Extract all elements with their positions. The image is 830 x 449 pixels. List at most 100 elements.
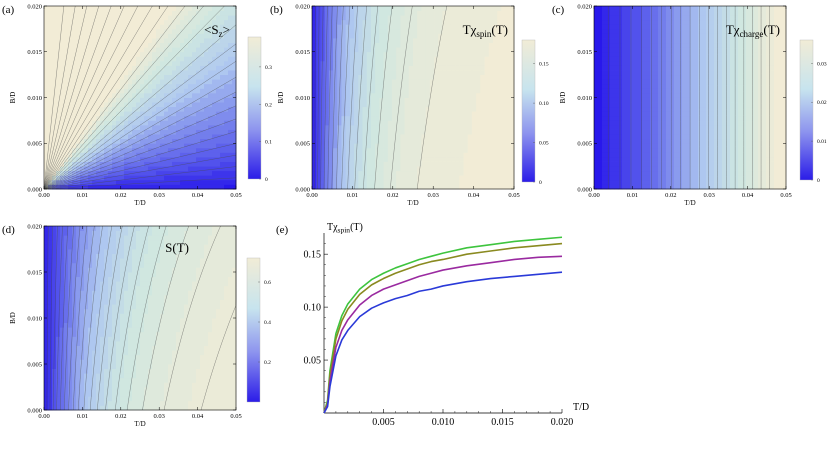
heatmap-cell: [642, 106, 647, 112]
colorbar-tick-label: 0.05: [539, 141, 549, 147]
heatmap-cell: [220, 115, 225, 121]
heatmap-cell: [375, 161, 380, 167]
heatmap-cell: [446, 60, 452, 66]
heatmap-cell: [341, 19, 347, 25]
heatmap-cell: [650, 6, 655, 11]
heatmap-cell: [450, 111, 456, 117]
heatmap-cell: [328, 111, 334, 117]
heatmap-cell: [366, 156, 372, 162]
heatmap-cell: [104, 38, 109, 44]
heatmap-cell: [64, 106, 69, 112]
heatmap-cell: [84, 42, 89, 48]
heatmap-cell: [324, 129, 330, 135]
heatmap-cell: [438, 152, 443, 158]
title-main: <S: [204, 22, 219, 37]
heatmap-cell: [488, 33, 494, 39]
colorbar-b: 0.150.100.050: [521, 39, 549, 186]
heatmap-cell: [349, 129, 355, 135]
heatmap-cell: [505, 70, 511, 76]
heatmap-cell: [434, 88, 439, 94]
heatmap-cell: [349, 115, 355, 121]
heatmap-cell: [56, 83, 61, 89]
heatmap-cell: [324, 38, 330, 44]
heatmap-cell: [396, 19, 401, 25]
heatmap-cell: [400, 184, 405, 190]
heatmap-cell: [324, 102, 330, 108]
heatmap-cell: [152, 156, 157, 162]
heatmap-cell: [68, 51, 73, 57]
heatmap-cell: [92, 92, 97, 98]
heatmap-cell: [324, 111, 330, 117]
heatmap-cell: [467, 70, 473, 76]
heatmap-cell: [417, 65, 422, 71]
heatmap-cell: [391, 70, 397, 76]
heatmap-cell: [120, 38, 125, 44]
heatmap-cell: [220, 97, 225, 103]
heatmap-cell: [497, 10, 502, 16]
heatmap-cell: [200, 161, 205, 167]
heatmap-cell: [232, 166, 237, 172]
heatmap-cell: [168, 138, 173, 144]
heatmap-cell: [674, 170, 679, 176]
heatmap-cell: [674, 15, 679, 21]
heatmap-cell: [484, 28, 490, 34]
heatmap-cell: [204, 74, 209, 80]
heatmap-cell: [200, 184, 205, 190]
heatmap-cell: [383, 115, 389, 121]
heatmap-cell: [404, 56, 410, 62]
heatmap-cell: [618, 42, 623, 48]
heatmap-cell: [172, 51, 177, 57]
heatmap-cell: [341, 147, 347, 153]
heatmap-cell: [674, 143, 679, 149]
heatmap-cell: [450, 74, 456, 80]
heatmap-cell: [112, 184, 117, 190]
heatmap-cell: [421, 152, 427, 158]
heatmap-cell: [112, 92, 117, 98]
heatmap-cell: [68, 92, 73, 98]
heatmap-cell: [646, 83, 651, 89]
heatmap-cell: [459, 65, 464, 71]
heatmap-cell: [501, 10, 506, 16]
heatmap-cell: [408, 166, 414, 172]
heatmap-cell: [463, 38, 469, 44]
heatmap-cell: [400, 147, 405, 153]
heatmap-cell: [148, 60, 153, 66]
heatmap-cell: [316, 124, 321, 130]
heatmap-cell: [333, 138, 338, 144]
heatmap-cell: [630, 97, 635, 103]
heatmap-cell: [60, 138, 65, 144]
heatmap-cell: [429, 152, 435, 158]
heatmap-cell: [682, 24, 687, 30]
heatmap-cell: [48, 74, 53, 80]
heatmap-cell: [387, 10, 393, 16]
heatmap-cell: [674, 70, 679, 76]
heatmap-cell: [442, 170, 448, 176]
heatmap-cell: [370, 65, 376, 71]
heatmap-cell: [192, 28, 197, 34]
heatmap-cell: [108, 70, 113, 76]
heatmap-cell: [366, 143, 372, 149]
heatmap-cell: [156, 134, 161, 140]
heatmap-cell: [208, 74, 213, 80]
heatmap-cell: [172, 170, 177, 176]
heatmap-cell: [391, 143, 397, 149]
heatmap-cell: [212, 152, 217, 158]
heatmap-cell: [92, 143, 97, 149]
heatmap-cell: [88, 129, 93, 135]
heatmap-cell: [383, 28, 389, 34]
heatmap-cell: [152, 102, 157, 108]
heatmap-cell: [662, 134, 667, 140]
heatmap-cell: [172, 6, 177, 11]
heatmap-cell: [658, 28, 663, 34]
heatmap-cell: [84, 74, 89, 80]
heatmap-cell: [232, 161, 237, 167]
heatmap-cell: [429, 19, 435, 25]
heatmap-cell: [52, 102, 57, 108]
heatmap-cell: [459, 24, 464, 30]
heatmap-cell: [642, 138, 647, 144]
heatmap-cell: [654, 10, 659, 16]
heatmap-cell: [404, 166, 410, 172]
heatmap-cell: [650, 10, 655, 16]
heatmap-cell: [316, 115, 321, 121]
heatmap-cell: [132, 15, 137, 21]
